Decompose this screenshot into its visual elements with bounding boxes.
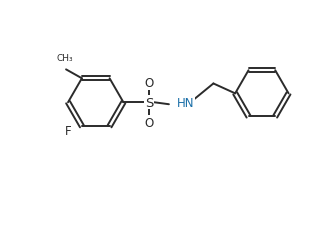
Text: O: O — [144, 116, 154, 129]
Text: HN: HN — [177, 96, 194, 109]
Text: F: F — [65, 124, 72, 137]
Text: O: O — [144, 77, 154, 90]
Text: CH₃: CH₃ — [57, 54, 74, 63]
Text: S: S — [145, 96, 153, 109]
